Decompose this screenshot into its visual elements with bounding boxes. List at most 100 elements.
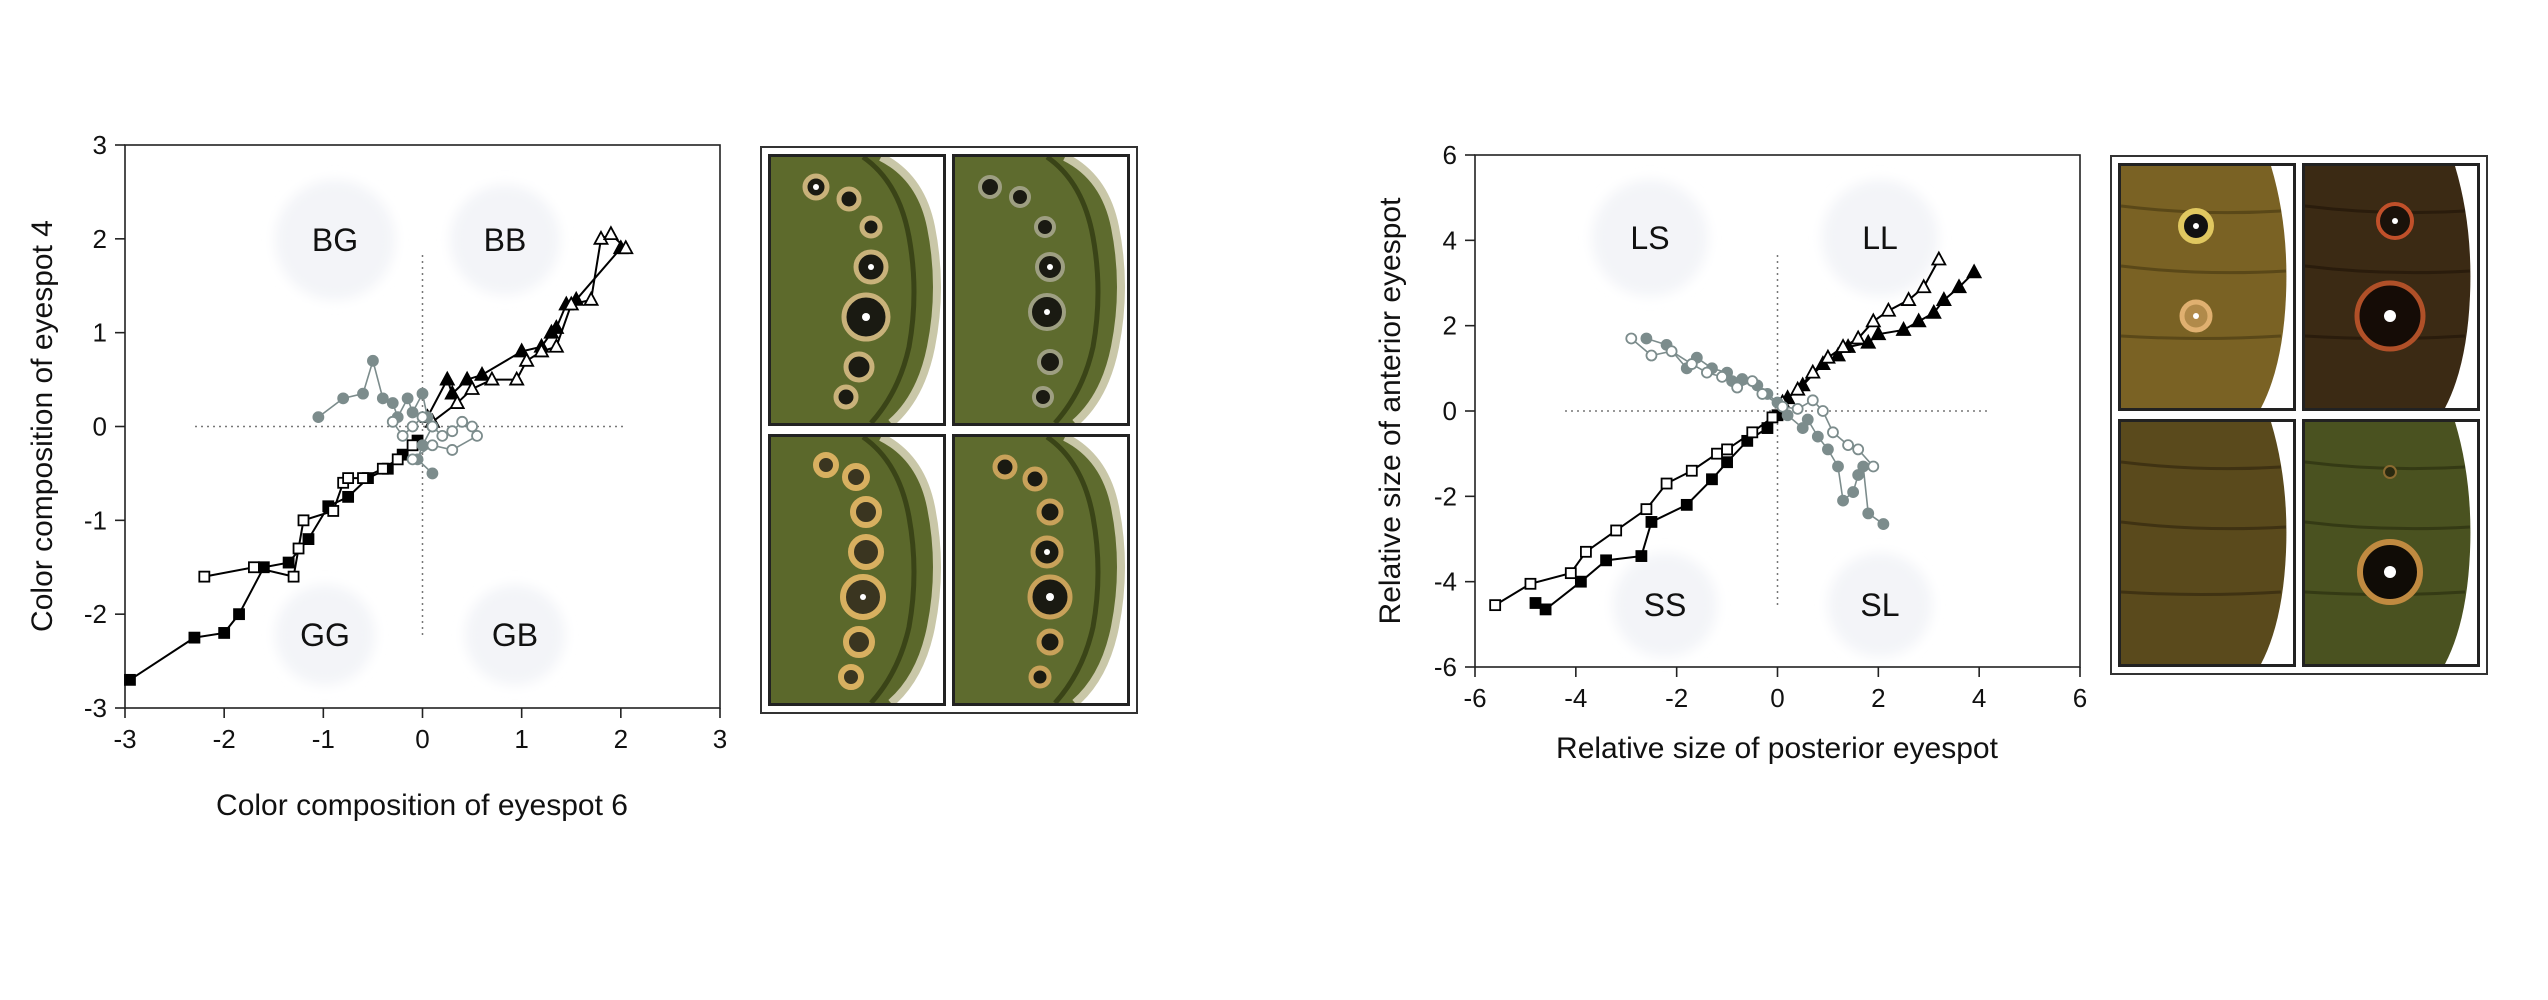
chart-2-series-6-point: [1822, 443, 1834, 456]
chart-2-series-4-point: [1850, 329, 1867, 345]
chart-1-series-6-point: [396, 429, 409, 442]
chart-2-series-1-point: [1721, 456, 1733, 469]
chart-1-series-6-point: [456, 415, 469, 428]
chart-1-series-6-point: [386, 415, 399, 428]
chart-2-x-axis-label: Relative size of posterior eyespot: [1556, 732, 1999, 765]
chart-2-series-1-point: [1529, 597, 1542, 609]
chart-1-series-3-point: [513, 342, 530, 358]
chart-2-y-tick-label: -2: [1434, 481, 1457, 511]
chart-2-y-tick-label: 0: [1443, 396, 1457, 426]
chart-1-series-2-point: [357, 472, 369, 485]
chart-1-series-2-point: [327, 505, 340, 517]
chart-1-quadrant-label-gg: GG: [300, 617, 350, 653]
chart-1-series-4-point: [508, 370, 525, 386]
chart-2-series-1-point: [1645, 516, 1658, 528]
chart-2-series-3-point: [1966, 263, 1983, 279]
chart-1-series-6-point: [446, 444, 459, 456]
chart-1-x-axis-label: Color composition of eyespot 6: [216, 789, 628, 822]
chart-2-x-tick-label: 4: [1972, 683, 1986, 713]
chart-1-series-6-point: [406, 420, 419, 433]
chart-1-quadrant-label-bb: BB: [484, 222, 527, 258]
chart-2-series-2-point: [1610, 524, 1623, 537]
chart-2-series-6-point: [1862, 507, 1875, 520]
chart-1-series-3-point: [473, 366, 491, 381]
chart-1-y-tick-label: 3: [93, 130, 107, 160]
chart-1-series-5-point: [406, 406, 419, 419]
chart-1-y-tick-label: 2: [93, 224, 107, 254]
chart-2: -6 -4 -2 0 2 4 6 6 4 2 0 -2 -4 -6 LS LL SS SL Relative s…: [1374, 140, 2087, 765]
chart-2-series-1-point: [1539, 603, 1552, 616]
chart-1-series-5-point: [367, 354, 379, 367]
chart-2-series-4-point: [1789, 380, 1806, 396]
chart-2-series-7-point: [1806, 394, 1819, 407]
chart-2-y-tick-label: 4: [1443, 225, 1457, 255]
chart-2-series-3-point: [1925, 303, 1942, 319]
chart-1-series-5-point: [357, 387, 369, 400]
chart-2-series-7-point: [1716, 370, 1728, 383]
chart-1-y-tick-label: 0: [93, 412, 107, 442]
chart-2-y-tick-label: -4: [1434, 567, 1457, 597]
chart-2-series-3-point: [1860, 333, 1877, 349]
chart-2-series-6-point: [1781, 409, 1794, 422]
chart-2-series-7-point: [1685, 358, 1698, 370]
chart-1-series-3-point: [459, 370, 476, 386]
wing-image-2d: [2302, 419, 2480, 667]
chart-1-series-2-point: [248, 561, 260, 574]
chart-1-series-1-point: [233, 608, 245, 621]
chart-2-series-6-point: [1877, 518, 1890, 530]
chart-1-series-1-point: [342, 490, 355, 503]
chart-1-series-6-point: [426, 439, 439, 452]
chart-1-series-5-point: [376, 392, 389, 405]
chart-2-series-2-point: [1766, 411, 1779, 424]
chart-2-series-2-point: [1721, 443, 1733, 456]
chart-2-quadrant-label-ll: LL: [1862, 220, 1898, 256]
chart-2-x-tick-label: 0: [1770, 683, 1784, 713]
chart-1-series-2-point: [297, 514, 310, 527]
chart-1-series-5-point: [401, 392, 414, 405]
chart-1-series-4-point: [464, 380, 481, 395]
wing-image-2c: [2118, 419, 2296, 667]
chart-2-quadrant-label-ls: LS: [1630, 220, 1669, 256]
chart-2-series-2-point: [1640, 503, 1653, 516]
wing-panel-2: [2110, 155, 2488, 675]
chart-1-series-4-point: [563, 295, 580, 311]
chart-1-series-1-point: [124, 673, 136, 686]
chart-1-x-tick-label: -2: [213, 724, 236, 754]
chart-2-series-4-point: [1915, 278, 1932, 294]
chart-1-series-4-point: [483, 370, 500, 386]
chart-2-series-4-point: [1880, 301, 1897, 317]
chart-1-series-5-point: [312, 411, 325, 424]
chart-2-series-7-point: [1746, 375, 1759, 388]
chart-1-series-3-point: [439, 370, 456, 386]
chart-2-series-4-point: [1865, 312, 1882, 328]
chart-1-y-tick-label: 1: [93, 318, 107, 348]
chart-2-series-7-point: [1625, 332, 1638, 345]
chart-2-y-tick-label: 2: [1443, 311, 1457, 341]
chart-2-series-4-point: [1804, 363, 1821, 379]
chart-1-series-6-point: [446, 425, 459, 438]
chart-2-series-4-point: [1900, 291, 1917, 306]
chart-2-y-tick-label: -6: [1434, 652, 1457, 682]
wing-image-1b: [952, 154, 1130, 426]
chart-1-series-2-point: [292, 542, 305, 555]
chart-2-series-2-point: [1524, 577, 1537, 590]
chart-2-series-7-point: [1776, 400, 1789, 413]
chart-2-series-2-point: [1660, 477, 1673, 490]
chart-1-y-axis-label: Color composition of eyespot 4: [26, 220, 59, 632]
chart-2-series-2-point: [1580, 545, 1592, 558]
chart-1-series-5-point: [337, 392, 350, 405]
chart-2-series-4-point: [1819, 348, 1836, 364]
chart-1-x-tick-label: -3: [113, 724, 136, 754]
chart-2-y-axis-label: Relative size of anterior eyespot: [1374, 197, 1407, 625]
chart-2-series-7-point: [1731, 381, 1744, 394]
chart-1-series-6-point: [406, 453, 419, 466]
chart-1-series-3-point: [548, 319, 565, 334]
chart-2-series-7-point: [1827, 426, 1839, 439]
chart-2-series-6-point: [1852, 469, 1865, 481]
chart-2-series-2-point: [1564, 567, 1577, 580]
chart-1-series-2-point: [342, 472, 355, 485]
chart-2-y-tick-label: 6: [1443, 140, 1457, 170]
chart-2-series-3-point: [1935, 291, 1952, 306]
chart-2-series-7-point: [1816, 405, 1829, 417]
